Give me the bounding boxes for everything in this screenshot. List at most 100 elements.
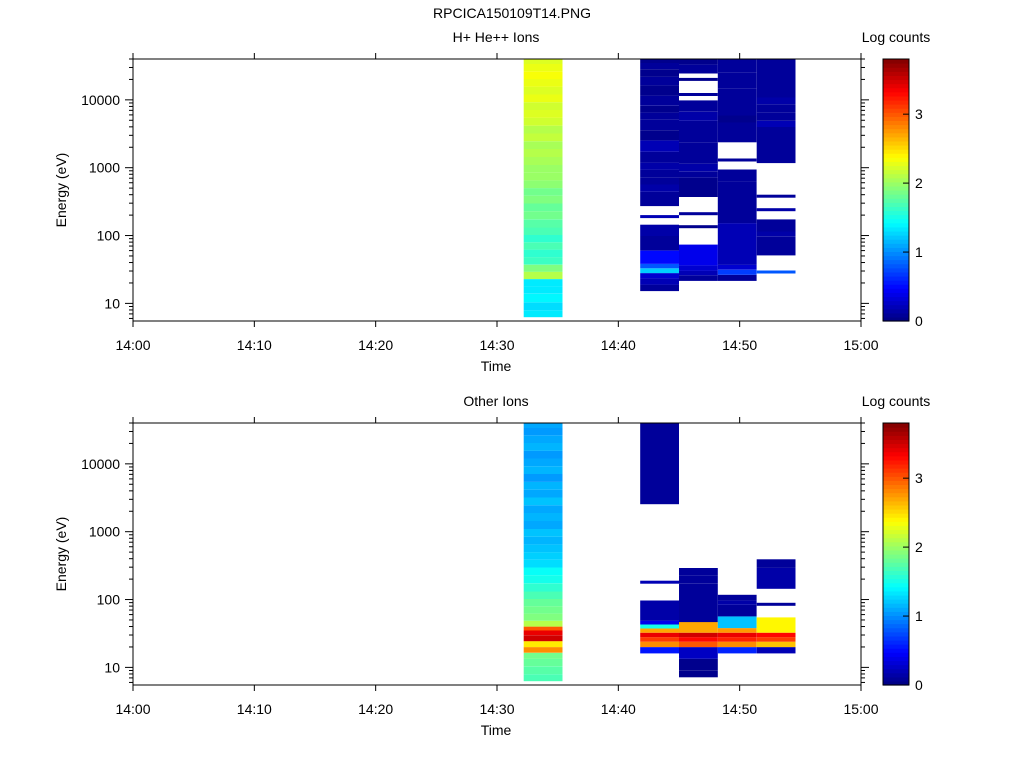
- colorbar-segment: [883, 619, 909, 625]
- colorbar-segment: [883, 463, 909, 469]
- data-cell: [640, 191, 679, 207]
- colorbar-segment: [883, 648, 909, 653]
- data-cell: [523, 620, 563, 627]
- data-cell: [756, 236, 796, 256]
- x-tick-label: 14:30: [479, 701, 514, 717]
- colorbar-segment: [883, 570, 909, 576]
- data-cell: [756, 559, 796, 568]
- colorbar-segment: [883, 83, 909, 89]
- colorbar-segment: [883, 590, 909, 596]
- data-cell: [523, 466, 563, 474]
- data-cell: [717, 269, 757, 275]
- colorbar-segment: [883, 504, 909, 510]
- data-cell: [717, 181, 757, 224]
- data-cell: [523, 613, 563, 621]
- colorbar-segment: [883, 455, 909, 461]
- colorbar-segment: [883, 594, 909, 600]
- x-tick-label: 14:10: [237, 337, 272, 353]
- data-cell: [523, 279, 563, 287]
- data-cell: [523, 117, 563, 126]
- colorbar-segment: [883, 525, 909, 531]
- colorbar-segment: [883, 218, 909, 224]
- data-cell: [523, 249, 563, 258]
- data-cell: [523, 567, 563, 576]
- data-cell: [717, 641, 757, 648]
- data-cell: [523, 195, 563, 204]
- data-cell: [679, 632, 718, 638]
- colorbar-segment: [883, 680, 909, 686]
- colorbar-segment: [883, 607, 909, 612]
- data-cell: [523, 188, 563, 196]
- data-cell: [756, 194, 796, 198]
- data-cell: [717, 616, 757, 629]
- figure-title: RPCICA150109T14.PNG: [433, 5, 591, 21]
- data-cell: [640, 628, 679, 633]
- data-cell: [523, 227, 563, 235]
- colorbar-segment: [883, 112, 909, 117]
- colorbar-segment: [883, 562, 909, 567]
- data-cell: [717, 604, 757, 617]
- data-cell: [679, 93, 718, 96]
- data-cell: [640, 624, 679, 629]
- data-cell: [523, 630, 563, 636]
- x-axis-label: Time: [481, 358, 512, 374]
- colorbar-segment: [883, 169, 909, 175]
- colorbar-segment: [883, 63, 909, 68]
- colorbar-tick-label: 0: [915, 677, 923, 693]
- data-cell: [717, 59, 757, 73]
- data-cell: [640, 224, 679, 236]
- colorbar-segment: [883, 554, 909, 559]
- data-cell: [756, 112, 796, 121]
- colorbar-segment: [883, 87, 909, 93]
- colorbar-segment: [883, 656, 909, 662]
- colorbar-segment: [883, 496, 909, 502]
- colorbar-segment: [883, 71, 909, 76]
- colorbar-segment: [883, 582, 909, 588]
- y-tick-label: 100: [97, 228, 121, 244]
- colorbar-segment: [883, 59, 909, 64]
- colorbar-segment: [883, 660, 909, 666]
- data-cell: [640, 637, 679, 642]
- data-cell: [523, 489, 563, 498]
- colorbar-segment: [883, 500, 909, 506]
- data-cell: [523, 165, 563, 173]
- data-cell: [756, 641, 796, 648]
- data-cell: [523, 626, 563, 631]
- colorbar-segment: [883, 202, 909, 207]
- data-cell: [523, 521, 563, 529]
- x-tick-label: 14:10: [237, 701, 272, 717]
- colorbar-segment: [883, 423, 909, 428]
- data-cell: [717, 101, 757, 116]
- colorbar-segment: [883, 194, 909, 199]
- data-cell: [679, 120, 718, 143]
- data-cell: [523, 71, 563, 79]
- data-cell: [756, 97, 796, 105]
- colorbar-segment: [883, 235, 909, 240]
- colorbar-segment: [883, 459, 909, 465]
- colorbar-segment: [883, 177, 909, 183]
- colorbar-segment: [883, 664, 909, 670]
- data-cell: [523, 666, 563, 675]
- colorbar-segment: [883, 451, 909, 457]
- colorbar-segment: [883, 157, 909, 162]
- data-cell: [679, 575, 718, 584]
- colorbar-segment: [883, 210, 909, 216]
- colorbar-segment: [883, 304, 909, 310]
- y-tick-label: 100: [97, 592, 121, 608]
- data-cell: [640, 69, 679, 77]
- colorbar-tick-label: 1: [915, 244, 923, 260]
- data-cell: [756, 602, 796, 606]
- data-cell: [717, 628, 757, 633]
- x-tick-label: 14:50: [722, 701, 757, 717]
- data-cell: [523, 641, 563, 648]
- colorbar-segment: [883, 672, 909, 678]
- data-cell: [679, 568, 718, 576]
- data-cell: [523, 286, 563, 294]
- data-cell: [523, 110, 563, 118]
- colorbar-segment: [883, 280, 909, 285]
- data-cell: [679, 583, 718, 597]
- data-cell: [523, 583, 563, 592]
- colorbar-segment: [883, 537, 909, 543]
- data-cell: [679, 225, 718, 229]
